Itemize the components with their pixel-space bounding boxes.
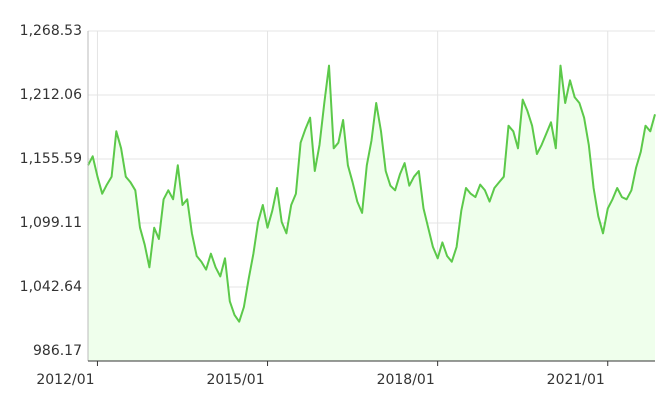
y-tick-label: 1,212.06 <box>20 87 82 103</box>
x-tick-label: 2021/01 <box>547 372 605 388</box>
y-tick-label: 1,042.64 <box>20 279 82 295</box>
x-tick-label: 2015/01 <box>206 372 264 388</box>
x-tick-label: 2012/01 <box>36 372 94 388</box>
x-tick-label: 2018/01 <box>377 372 435 388</box>
area <box>88 65 655 361</box>
y-tick-label: 1,268.53 <box>20 23 82 39</box>
y-tick-label: 986.17 <box>33 343 82 359</box>
line <box>87 64 656 323</box>
y-tick-label: 1,099.11 <box>20 215 82 231</box>
y-tick-label: 1,155.59 <box>20 151 82 167</box>
